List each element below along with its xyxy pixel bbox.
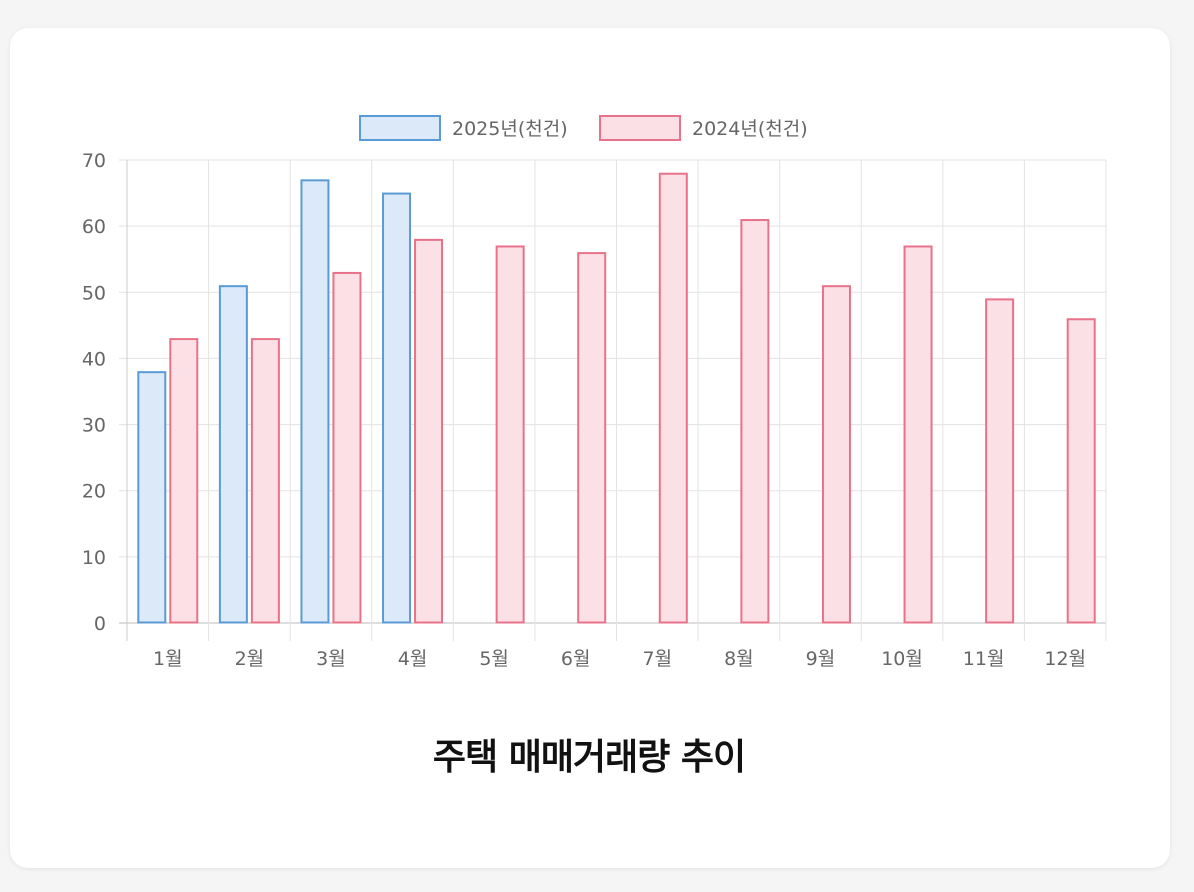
bar-2024 [740, 219, 770, 624]
y-tick-label: 0 [94, 613, 106, 635]
x-tick-label: 7월 [643, 648, 673, 670]
chart-title: 주택 매매거래량 추이 [432, 737, 746, 778]
bar-2024 [821, 285, 851, 624]
bar-2024 [414, 238, 444, 624]
bar-2024 [658, 172, 688, 624]
bar-2025 [218, 285, 248, 624]
x-tick-label: 8월 [724, 648, 754, 670]
bar-2024 [903, 245, 933, 624]
x-tick-label: 10월 [881, 648, 923, 670]
x-tick-label: 3월 [316, 648, 346, 670]
bar-2025 [382, 192, 412, 624]
x-tick-label: 2월 [235, 648, 265, 670]
y-tick-label: 70 [82, 150, 106, 172]
bar-2025 [137, 371, 167, 624]
x-tick-label: 4월 [398, 648, 428, 670]
bar-2024 [1066, 318, 1096, 624]
x-tick-label: 1월 [153, 648, 183, 670]
bar-2024 [985, 298, 1015, 624]
bar-2024 [332, 271, 362, 624]
x-tick-label: 9월 [806, 648, 836, 670]
axes: 0 10 20 30 40 50 60 70 1월 2월 3월 4월 5월 6월 7월 8월 9월 10월 11월 1… [82, 150, 1086, 670]
legend-item-2025-label: 2025년(천건) [452, 118, 568, 140]
bar-2024 [169, 338, 199, 624]
x-tick-label: 5월 [479, 648, 509, 670]
x-tick-label: 6월 [561, 648, 591, 670]
y-tick-label: 50 [82, 282, 106, 304]
bar-2024 [495, 245, 525, 624]
y-tick-label: 20 [82, 481, 106, 503]
y-tick-label: 10 [82, 547, 106, 569]
x-tick-label: 11월 [963, 648, 1005, 670]
legend-item-2025-swatch [359, 115, 441, 141]
x-tick-label: 12월 [1044, 648, 1086, 670]
bar-2024 [577, 252, 607, 624]
y-tick-label: 40 [82, 348, 106, 370]
bar-2024 [250, 338, 280, 624]
bar-2025 [300, 179, 330, 624]
legend-item-2024-swatch [599, 115, 681, 141]
y-tick-label: 60 [82, 216, 106, 238]
legend[interactable]: 2025년(천건) 2024년(천건) [359, 115, 808, 141]
bars [137, 172, 1096, 624]
legend-item-2024-label: 2024년(천건) [692, 118, 808, 140]
y-tick-label: 30 [82, 415, 106, 437]
